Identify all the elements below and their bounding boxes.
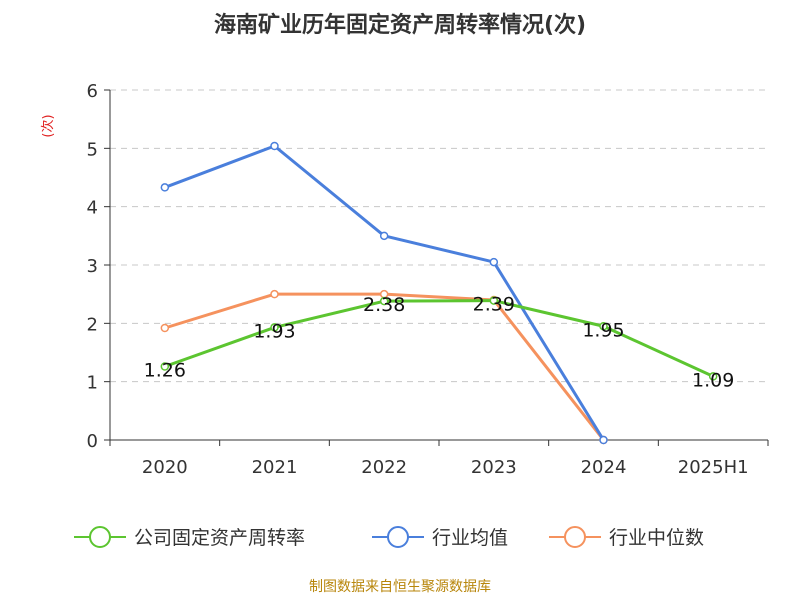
x-tick-label: 2024 bbox=[581, 457, 627, 478]
source-note: 制图数据来自恒生聚源数据库 bbox=[309, 579, 491, 595]
x-tick-label: 2022 bbox=[361, 457, 407, 478]
data-point bbox=[599, 322, 608, 331]
y-tick-label: 5 bbox=[87, 139, 98, 160]
data-label-layer: 1.26 1.93 2.38 2.39 1.95 1.09 bbox=[144, 294, 735, 392]
chart-title: 海南矿业历年固定资产周转率情况(次) bbox=[214, 12, 586, 38]
legend-label: 公司固定资产周转率 bbox=[134, 527, 305, 549]
data-label: 1.09 bbox=[692, 369, 734, 391]
x-tick-label: 2020 bbox=[142, 457, 188, 478]
x-tick-label: 2021 bbox=[252, 457, 298, 478]
data-point bbox=[270, 323, 279, 332]
data-label: 2.38 bbox=[363, 294, 405, 316]
data-point bbox=[599, 435, 608, 445]
legend-swatch-marker bbox=[564, 526, 586, 548]
data-label: 2.39 bbox=[473, 294, 515, 316]
y-tick-label: 0 bbox=[87, 431, 98, 452]
axis-layer: 0 1 2 3 4 5 6 2020 2021 2022 2023 2024 2025H1 bbox=[87, 81, 769, 478]
legend-swatch-marker bbox=[89, 526, 111, 548]
grid-layer bbox=[110, 89, 768, 383]
data-label: 1.95 bbox=[582, 319, 624, 341]
data-point bbox=[160, 323, 170, 333]
legend-label: 行业中位数 bbox=[609, 527, 704, 549]
series-line bbox=[164, 299, 714, 378]
data-point bbox=[489, 296, 499, 305]
y-axis-label: (次) bbox=[40, 114, 56, 137]
data-point bbox=[270, 141, 279, 151]
series-layer bbox=[160, 141, 718, 445]
x-tick-label: 2023 bbox=[471, 457, 517, 478]
y-tick-label: 3 bbox=[87, 256, 98, 277]
y-tick-label: 6 bbox=[87, 81, 98, 102]
data-point bbox=[160, 183, 170, 192]
legend-label: 行业均值 bbox=[432, 527, 508, 549]
y-tick-label: 1 bbox=[87, 373, 98, 394]
data-point bbox=[160, 362, 170, 371]
data-label: 1.26 bbox=[144, 360, 186, 382]
data-point bbox=[270, 289, 279, 299]
x-tick-label: 2025H1 bbox=[678, 457, 749, 478]
data-point bbox=[489, 257, 499, 267]
y-tick-label: 2 bbox=[87, 314, 98, 335]
data-point bbox=[379, 231, 389, 241]
data-point bbox=[708, 372, 718, 381]
legend-swatch-marker bbox=[387, 526, 409, 548]
data-point bbox=[379, 296, 389, 306]
legend: 公司固定资产周转率 行业均值 行业中位数 bbox=[74, 526, 704, 549]
y-tick-label: 4 bbox=[87, 198, 98, 219]
data-label: 1.93 bbox=[253, 320, 295, 342]
